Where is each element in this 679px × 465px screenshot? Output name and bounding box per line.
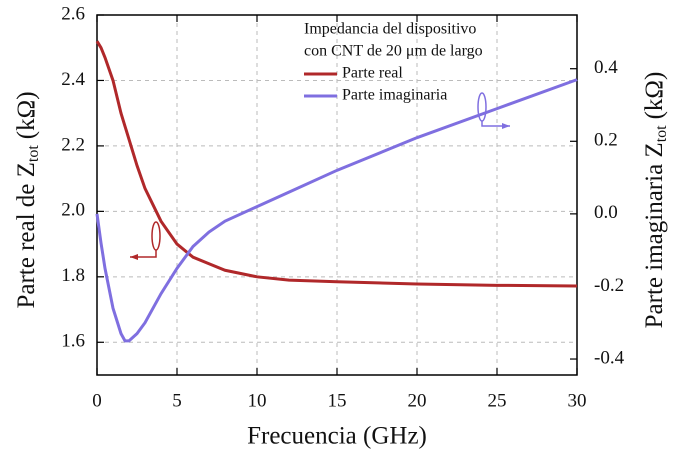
x-axis-label: Frecuencia (GHz) [247,423,427,450]
x-tick-label: 5 [172,390,182,411]
y-tick-label: 1.8 [61,265,85,286]
y-axis-label-unit: (kΩ) [13,91,40,139]
y2-tick-label: -0.4 [594,347,625,368]
plot-frame [96,14,578,376]
x-tick-label: 25 [488,390,507,411]
y-tick-label: 2.4 [61,69,85,90]
y2-tick-label: 0.4 [594,57,618,78]
imag-axis-arrow [481,121,510,127]
real-axis-arrow [130,250,157,258]
y2-axis-label-unit: (kΩ) [641,72,668,120]
legend-title: Impedancia del dispositivo [304,21,476,38]
series-line [95,40,578,288]
x-tick-label: 0 [92,390,102,411]
y-tick-label: 2.6 [61,3,85,24]
annotations [130,92,510,260]
imag-axis-marker [477,92,487,122]
y-tick-label: 2.0 [61,200,85,221]
series-line [95,78,578,343]
y-tick-label: 2.2 [61,134,85,155]
real-axis-marker [151,221,161,251]
y2-axis-label-subscript: tot [653,125,670,142]
real-arrowhead [130,254,138,260]
legend-title: con CNT de 20 μm de largo [304,43,483,60]
y2-tick-label: 0.2 [594,130,618,151]
y2-tick-label: -0.2 [594,275,624,296]
x-tick-label: 10 [248,390,267,411]
x-tick-label: 15 [328,390,347,411]
x-tick-label: 20 [408,390,427,411]
imag-arrowhead [502,123,510,129]
y-axis-label: Parte real de Ztot (kΩ) [13,91,42,308]
y2-tick-label: 0.0 [594,202,618,223]
y-axis-label-subscript: tot [25,145,42,162]
y2-axis-label: Parte imaginaria Ztot (kΩ) [641,72,670,329]
x-tick-label: 30 [568,390,587,411]
y-tick-label: 1.6 [61,331,85,352]
y-axis-label-main: Parte real de Z [13,162,40,308]
legend-label: Parte real [342,65,403,82]
legend-label: Parte imaginaria [342,87,447,104]
y2-axis-label-main: Parte imaginaria Z [641,142,668,328]
